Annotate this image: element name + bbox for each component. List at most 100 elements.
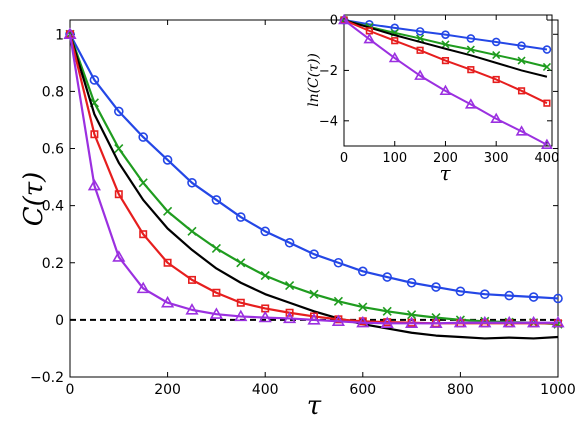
- inset-point-square: [543, 99, 551, 107]
- main-point-circle: [333, 257, 344, 268]
- inset-x-tick-label: 0: [340, 151, 348, 166]
- main-point-circle: [382, 272, 393, 282]
- inset-point-triangle: [439, 84, 452, 96]
- inset-point-square: [416, 46, 424, 54]
- main-series-group: [63, 27, 565, 340]
- main-y-tick-label: 0.8: [42, 84, 64, 100]
- inset-point-circle: [542, 45, 552, 54]
- main-point-circle: [504, 290, 515, 301]
- inset-series-1: [339, 15, 552, 54]
- inset-point-x: [441, 40, 450, 49]
- inset-series-4: [340, 16, 551, 107]
- main-point-x: [407, 310, 417, 320]
- main-y-tick-label: 0.6: [42, 142, 64, 158]
- inset-series-1-line: [343, 19, 548, 51]
- main-point-square: [163, 258, 172, 267]
- main-point-square: [139, 230, 148, 239]
- main-point-triangle: [112, 250, 126, 262]
- main-series-5-line: [68, 34, 558, 325]
- inset-series-5: [338, 13, 553, 149]
- main-x-tick-label: 600: [349, 382, 376, 398]
- inset-point-triangle: [490, 112, 503, 124]
- main-point-x: [309, 289, 319, 299]
- main-point-circle: [553, 293, 563, 304]
- inset-point-square: [441, 56, 450, 65]
- main-y-axis-title: C(τ): [19, 172, 49, 227]
- main-point-circle: [309, 249, 319, 259]
- main-point-triangle: [234, 309, 248, 322]
- main-point-circle: [114, 106, 124, 117]
- main-point-triangle: [185, 303, 199, 315]
- inset-x-axis-title: τ: [439, 161, 451, 185]
- inset-x-tick-label: 100: [382, 151, 407, 166]
- main-point-x: [114, 143, 124, 154]
- inset-point-circle: [415, 27, 425, 36]
- main-series-3-line: [68, 33, 559, 340]
- main-point-triangle: [502, 315, 516, 328]
- main-point-circle: [431, 282, 441, 292]
- main-point-circle: [357, 266, 368, 277]
- main-tick-group: 0 200 400 600 800 1000−0.200.20.40.60.81: [30, 20, 576, 398]
- inset-point-circle: [466, 34, 476, 43]
- inset-point-square: [492, 75, 500, 84]
- inset-y-tick-label: −2: [319, 64, 338, 79]
- inset-y-axis-title: ln(C(τ)): [306, 53, 322, 107]
- main-point-triangle: [380, 316, 394, 329]
- inset-series-5-line: [343, 19, 548, 146]
- main-x-tick-label: 1000: [540, 382, 576, 398]
- main-point-square: [212, 288, 221, 297]
- inset-point-triangle: [363, 33, 376, 44]
- inset-point-square: [467, 66, 475, 74]
- main-point-x: [163, 206, 173, 216]
- inset-point-square: [517, 87, 526, 95]
- main-point-triangle: [356, 315, 370, 328]
- inset-point-circle: [491, 37, 501, 47]
- main-point-circle: [138, 132, 148, 142]
- inset-point-x: [492, 50, 501, 60]
- main-y-tick-label: 0: [55, 313, 64, 329]
- inset-point-triangle: [464, 98, 477, 109]
- main-y-tick-label: 1: [55, 27, 64, 43]
- inset-chart: 0 100 200 300 400 −4 −2 0 τ ln(C(τ)): [306, 14, 559, 185]
- inset-series-3-line: [343, 19, 548, 78]
- main-point-triangle: [258, 310, 272, 323]
- inset-point-square: [391, 37, 399, 45]
- main-point-triangle: [405, 316, 419, 329]
- inset-point-triangle: [515, 125, 528, 136]
- main-point-circle: [528, 292, 539, 302]
- main-point-x: [382, 306, 392, 316]
- main-point-x: [236, 258, 246, 268]
- main-y-tick-label: 0.4: [42, 199, 64, 215]
- main-point-x: [358, 302, 368, 312]
- main-series-5: [63, 27, 565, 329]
- inset-point-triangle: [540, 138, 553, 149]
- main-point-x: [333, 296, 343, 306]
- main-point-triangle: [209, 307, 223, 319]
- main-point-triangle: [551, 315, 565, 328]
- inset-x-tick-label: 200: [433, 151, 458, 166]
- main-point-x: [285, 281, 295, 291]
- inset-series-3: [343, 19, 548, 78]
- main-point-square: [188, 275, 197, 284]
- inset-tick-group: 0 100 200 300 400 −4 −2 0: [319, 14, 560, 166]
- main-point-triangle: [527, 315, 541, 328]
- main-point-circle: [260, 226, 271, 237]
- main-point-circle: [162, 155, 173, 165]
- main-point-triangle: [453, 315, 467, 328]
- main-point-triangle: [161, 295, 175, 308]
- main-point-circle: [455, 286, 466, 297]
- main-point-square: [90, 130, 99, 139]
- main-point-square: [236, 298, 245, 307]
- inset-point-triangle: [338, 13, 350, 25]
- main-point-triangle: [307, 313, 321, 325]
- inset-point-triangle: [414, 69, 427, 80]
- inset-y-tick-label: 0: [330, 14, 338, 29]
- main-point-circle: [236, 212, 246, 222]
- main-point-triangle: [136, 281, 150, 294]
- inset-y-tick-label: −4: [319, 114, 338, 129]
- main-point-circle: [479, 289, 490, 299]
- main-y-tick-label: −0.2: [30, 370, 64, 386]
- inset-series-4-line: [343, 19, 548, 105]
- main-point-circle: [89, 75, 100, 85]
- main-point-x: [211, 243, 221, 254]
